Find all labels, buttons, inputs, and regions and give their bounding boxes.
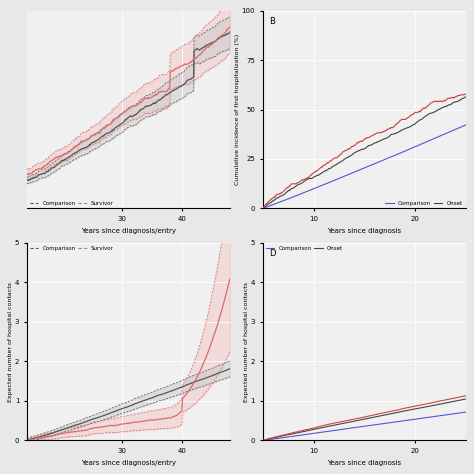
Text: D: D <box>269 249 275 258</box>
Legend: Comparison, Onset: Comparison, Onset <box>265 246 343 251</box>
Legend: Comparison, Survivor: Comparison, Survivor <box>30 246 114 251</box>
Text: B: B <box>269 17 275 26</box>
Y-axis label: Expected number of hospital contacts: Expected number of hospital contacts <box>244 282 249 402</box>
Y-axis label: Expected number of hospital contacts: Expected number of hospital contacts <box>9 282 13 402</box>
X-axis label: Years since diagnosis: Years since diagnosis <box>327 460 401 465</box>
Legend: Comparison, Survivor: Comparison, Survivor <box>30 201 114 206</box>
Legend: Comparison, Onset: Comparison, Onset <box>385 201 463 206</box>
X-axis label: Years since diagnosis/entry: Years since diagnosis/entry <box>81 228 176 234</box>
X-axis label: Years since diagnosis/entry: Years since diagnosis/entry <box>81 460 176 465</box>
Y-axis label: Cumulative incidence of first hospitalization (%): Cumulative incidence of first hospitaliz… <box>235 34 240 185</box>
X-axis label: Years since diagnosis: Years since diagnosis <box>327 228 401 234</box>
